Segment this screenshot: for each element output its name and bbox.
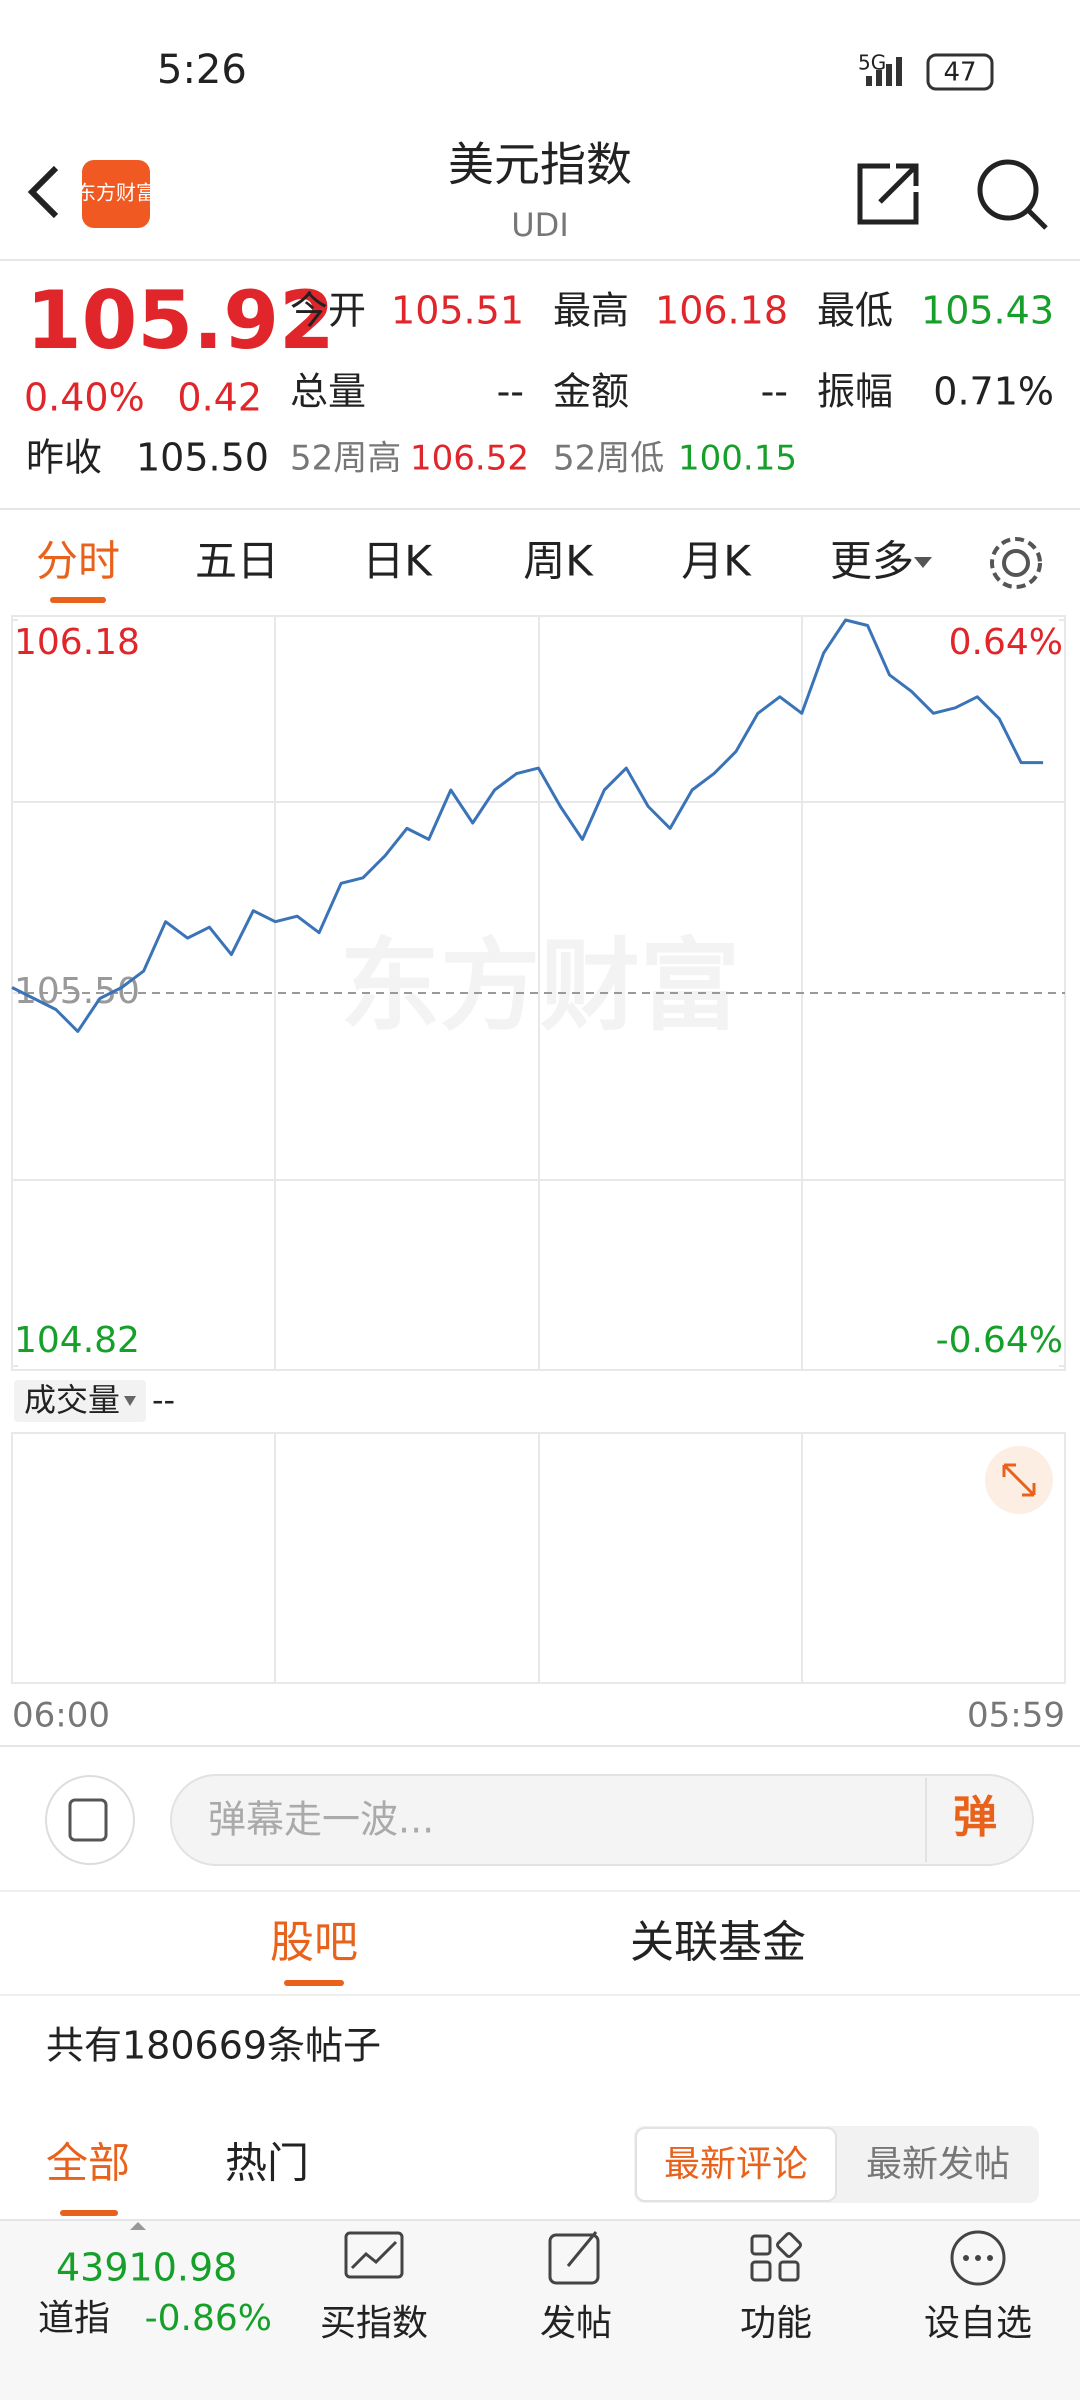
more-arrow — [914, 557, 932, 568]
x-tick-label: 05:59 — [967, 1696, 1065, 1736]
filter-indicator — [60, 2210, 118, 2216]
nav-item[interactable]: 设自选 — [924, 2303, 1032, 2344]
time-axis: 06:00 05:59 — [12, 1696, 1065, 1736]
x-tick-label: 06:00 — [12, 1696, 110, 1736]
y2-tick-label: 0.64% — [949, 622, 1063, 663]
filter-tab[interactable]: 全部 — [46, 2139, 130, 2188]
logo — [82, 160, 150, 228]
stat-label: 今开 — [290, 289, 366, 333]
stat-label: 总量 — [290, 370, 366, 414]
chart-tab[interactable]: 五日 — [195, 537, 279, 586]
stat-value: 105.51 — [391, 289, 524, 333]
search-button[interactable] — [977, 159, 1048, 230]
nav-item[interactable]: 功能 — [740, 2303, 812, 2344]
y2-tick-label: -0.64% — [936, 1320, 1063, 1361]
price: 105.92 — [26, 274, 335, 367]
prev-close: 105.50 — [136, 436, 269, 480]
volume-arrow — [124, 1396, 136, 1406]
index-name[interactable]: 道指 — [38, 2298, 110, 2339]
high-52w-label: 52周高 — [290, 439, 401, 479]
expand-icon — [1002, 1463, 1036, 1497]
forum-tab-indicator — [284, 1980, 344, 1986]
change-pct: 0.40% — [24, 376, 145, 420]
danmaku-icon — [68, 1798, 108, 1842]
chart-tab[interactable]: 更多 — [830, 537, 914, 586]
stat-label: 最高 — [553, 289, 629, 333]
volume-value: -- — [152, 1381, 175, 1419]
danmaku-button[interactable]: 弹 — [953, 1792, 997, 1843]
danmaku-settings[interactable] — [45, 1775, 135, 1865]
tab-indicator — [50, 597, 106, 603]
index-value[interactable]: 43910.98 — [56, 2246, 237, 2290]
change: 0.42 — [177, 376, 262, 420]
post-count: 共有180669条帖子 — [46, 2024, 381, 2068]
index-change[interactable]: -0.86% — [145, 2298, 272, 2339]
stat-label: 最低 — [817, 289, 893, 333]
high-52w: 106.52 — [410, 439, 529, 479]
low-52w-label: 52周低 — [553, 439, 664, 479]
y-tick-label: 105.50 — [14, 971, 140, 1012]
ticker-arrow — [130, 2222, 146, 2230]
y-tick-label: 104.82 — [14, 1320, 140, 1361]
title: 美元指数 — [448, 138, 632, 192]
forum-tab[interactable]: 股吧 — [270, 1917, 358, 1968]
stat-value: 106.18 — [655, 289, 788, 333]
chart-tab[interactable]: 周K — [523, 537, 594, 586]
stat-value: 0.71% — [933, 370, 1054, 414]
more-dots — [963, 2255, 993, 2261]
chart-tabs: 分时 五日 日K 周K 月K 更多 — [36, 537, 914, 586]
stat-value: -- — [497, 370, 524, 414]
sort-active — [635, 2127, 837, 2202]
comment-input[interactable] — [170, 1774, 1034, 1866]
bottom-nav: 买指数 发帖 功能 设自选 — [320, 2303, 1032, 2344]
battery-level: 47 — [943, 58, 976, 88]
back-button[interactable] — [27, 165, 59, 219]
volume-frame — [11, 1432, 1066, 1684]
sort-option[interactable]: 最新评论 — [664, 2144, 808, 2185]
filter-tab[interactable]: 热门 — [225, 2139, 309, 2188]
stat-label: 振幅 — [817, 370, 893, 414]
y-tick-label: 106.18 — [14, 622, 140, 663]
signal — [866, 57, 902, 86]
volume-selector[interactable] — [14, 1380, 146, 1422]
bottom-bar — [0, 2220, 1080, 2400]
chart-tab[interactable]: 分时 — [36, 537, 120, 586]
volume-label: 成交量 — [24, 1381, 120, 1419]
logo-text: 东方财富 — [76, 181, 156, 205]
battery — [926, 53, 994, 91]
chart-tab[interactable]: 日K — [362, 537, 433, 586]
sort-option[interactable]: 最新发帖 — [866, 2144, 1010, 2185]
price-line — [11, 618, 1044, 1033]
watermark: 东方财富 — [340, 927, 740, 1044]
stats: 今开 105.51 最高 106.18 最低 105.43 总量 -- 金额 -- 振幅 0.71% — [290, 289, 1054, 414]
forum-tab[interactable]: 关联基金 — [630, 1917, 806, 1968]
share-button[interactable] — [857, 163, 919, 225]
comment-placeholder: 弹幕走一波... — [208, 1798, 434, 1842]
stat-value: -- — [761, 370, 788, 414]
chart-tab[interactable]: 月K — [681, 537, 752, 586]
nav-icons — [344, 2230, 1006, 2286]
subtitle: UDI — [511, 206, 569, 244]
price-chart: 106.18 105.50 104.82 0.64% -0.64% — [11, 618, 1065, 1367]
nav-item[interactable]: 买指数 — [320, 2303, 428, 2344]
nav-item[interactable]: 发帖 — [540, 2303, 612, 2344]
stat-value: 105.43 — [921, 289, 1054, 333]
low-52w: 100.15 — [678, 439, 797, 479]
settings-button[interactable] — [990, 537, 1042, 589]
status-time: 5:26 — [157, 47, 247, 93]
stat-label: 金额 — [553, 370, 629, 414]
prev-close-label: 昨收 — [26, 436, 102, 480]
